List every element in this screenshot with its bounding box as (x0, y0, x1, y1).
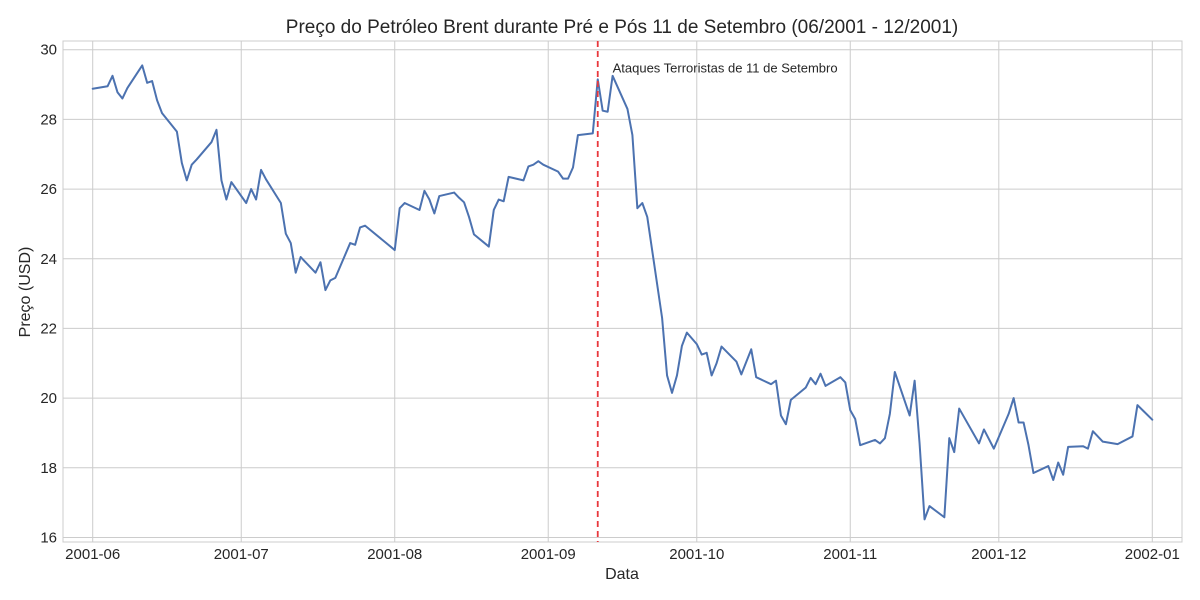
y-tick-label: 16 (40, 529, 57, 546)
x-tick-label: 2001-11 (823, 546, 877, 563)
x-tick-label: 2002-01 (1125, 546, 1180, 563)
plot-frame (62, 40, 1183, 543)
y-tick-label: 24 (40, 251, 57, 268)
grid (63, 41, 1182, 542)
y-tick-label: 22 (40, 320, 57, 337)
y-tick-label: 26 (40, 181, 57, 198)
event-annotation: Ataques Terroristas de 11 de Setembro (613, 61, 838, 76)
series-line (91, 64, 1154, 521)
y-axis-label: Preço (USD) (17, 247, 34, 338)
y-tick-label: 30 (40, 42, 57, 59)
x-tick-label: 2001-07 (214, 546, 269, 563)
tick-labels: 2001-06 2001-07 2001-08 2001-09 2001-10 2001-… (40, 42, 1180, 563)
series-layer (91, 64, 1154, 521)
x-tick-label: 2001-09 (521, 546, 576, 563)
y-tick-label: 20 (40, 390, 57, 407)
x-tick-label: 2001-12 (971, 546, 1026, 563)
x-tick-label: 2001-08 (367, 546, 422, 563)
y-tick-label: 18 (40, 460, 57, 477)
x-axis-label: Data (605, 566, 639, 583)
x-tick-label: 2001-06 (65, 546, 120, 563)
event-marker-layer: Ataques Terroristas de 11 de Setembro (596, 41, 838, 542)
chart-title: Preço do Petróleo Brent durante Pré e Pó… (286, 17, 958, 38)
y-tick-label: 28 (40, 111, 57, 128)
x-tick-label: 2001-10 (669, 546, 724, 563)
